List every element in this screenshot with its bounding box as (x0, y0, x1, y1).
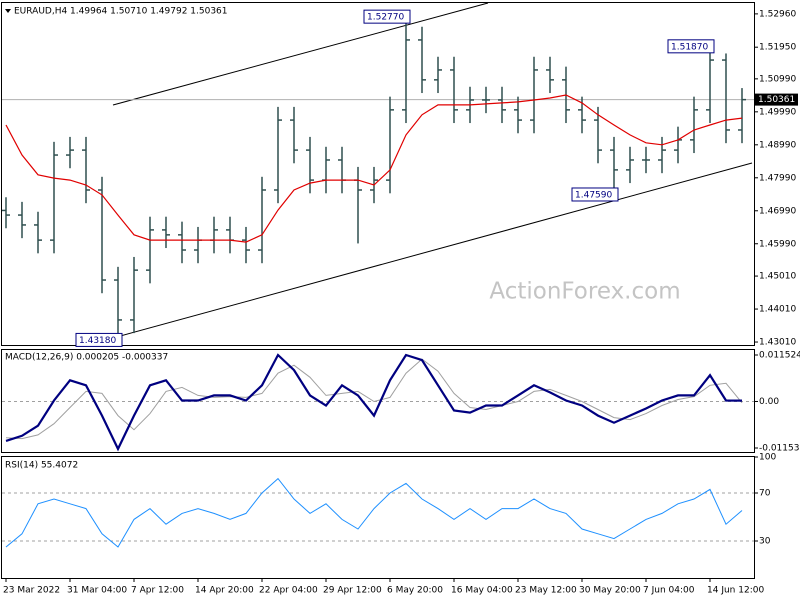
y-tick-label: 1.45010 (759, 272, 796, 282)
x-tick-label: 29 Apr 12:00 (323, 586, 382, 596)
rsi-title: RSI(14) 55.4072 (5, 461, 78, 471)
x-tick-label: 7 Jun 04:00 (643, 586, 695, 596)
watermark: ActionForex.com (489, 279, 680, 305)
annotation-box (363, 9, 411, 24)
x-tick-label: 23 May 12:00 (515, 586, 577, 596)
chart-title: EURAUD,H4 1.49964 1.50710 1.49792 1.5036… (14, 7, 228, 17)
y-tick-label: 70 (759, 489, 771, 499)
annotation-label: 1.47590 (575, 190, 612, 200)
channel-lower (112, 162, 753, 339)
price-panel (1, 2, 755, 346)
y-tick-label: -0.011537 (759, 443, 800, 453)
y-tick-label: 1.49990 (759, 107, 796, 117)
symbol-icon (5, 9, 11, 13)
annotation-box (571, 187, 619, 202)
y-tick-label: 1.51950 (759, 43, 796, 53)
y-tick-label: 1.47990 (759, 173, 796, 183)
x-tick-label: 30 May 20:00 (579, 586, 641, 596)
indicator-line (5, 94, 743, 243)
annotation-label: 1.51870 (671, 42, 708, 52)
x-tick-label: 16 May 04:00 (451, 586, 513, 596)
y-tick-label: 1.44010 (759, 305, 796, 315)
x-tick-label: 6 May 20:00 (387, 586, 443, 596)
annotation-box (667, 39, 715, 54)
annotation-label: 1.52770 (367, 13, 404, 23)
y-tick-label: 30 (759, 537, 771, 547)
indicator-line (5, 477, 743, 548)
y-tick-label: 1.45990 (759, 239, 796, 249)
annotation-box (75, 332, 123, 347)
last-price-label: 1.50361 (758, 95, 795, 105)
y-tick-label: 1.46990 (759, 206, 796, 216)
x-tick-label: 31 Mar 04:00 (67, 586, 127, 596)
y-tick-label: 1.43010 (759, 338, 796, 348)
macd-title: MACD(12,26,9) 0.000205 -0.000337 (5, 353, 168, 363)
x-tick-label: 7 Apr 12:00 (131, 586, 184, 596)
y-tick-label: 0.00 (759, 397, 779, 407)
last-price-box (754, 93, 798, 106)
y-tick-label: 1.52960 (759, 9, 796, 19)
y-tick-label: 0.011524 (759, 351, 800, 361)
annotation-label: 1.43180 (79, 336, 116, 346)
indicator-line (5, 353, 743, 452)
rsi-panel (1, 456, 755, 579)
x-tick-label: 22 Apr 04:00 (259, 586, 318, 596)
x-tick-label: 14 Apr 20:00 (195, 586, 254, 596)
x-tick-label: 14 Jun 12:00 (707, 586, 764, 596)
x-tick-label: 23 Mar 2022 (3, 586, 60, 596)
y-tick-label: 1.50990 (759, 74, 796, 84)
channel-upper (112, 2, 489, 106)
y-tick-label: 100 (759, 453, 776, 463)
y-tick-label: 1.48990 (759, 140, 796, 150)
